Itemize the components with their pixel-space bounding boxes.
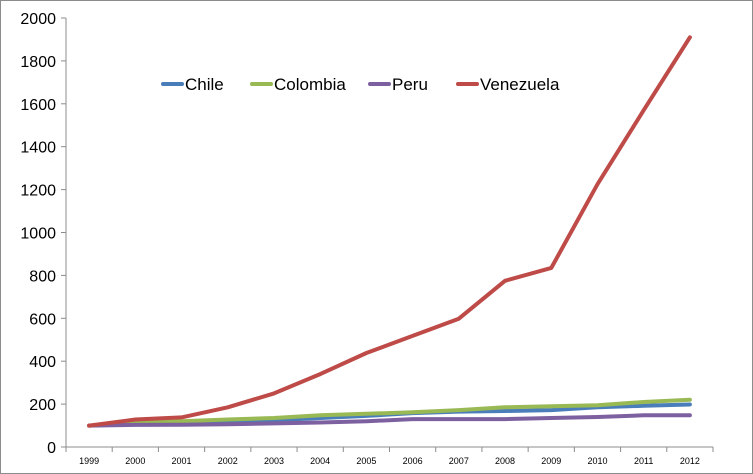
legend-label-peru: Peru [392,75,428,94]
y-tick-label: 1600 [20,97,56,114]
legend: Chile Colombia Peru Venezuela [161,75,560,94]
series-line-colombia [87,397,692,428]
legend-label-venezuela: Venezuela [480,75,560,94]
y-tick-label: 800 [29,268,56,285]
series-line-peru [87,413,692,428]
y-tick-label: 1000 [20,226,56,243]
series-lines [87,35,692,428]
legend-label-chile: Chile [185,75,224,94]
x-tick-label: 2012 [680,456,700,466]
x-tick-label: 2011 [634,456,653,466]
y-tick-label: 200 [29,397,56,414]
x-tick-label: 2005 [356,456,376,466]
y-tick-label: 400 [29,354,56,371]
x-tick-label: 2010 [587,456,607,466]
y-tick-labels: 0 200 400 600 800 1000 1200 1400 1600 1800 2000 [20,11,56,457]
x-tick-labels: 1999 2000 2001 2002 2003 2004 2005 2006 2007 2008… [79,456,700,466]
x-tick-label: 2007 [449,456,469,466]
x-tick-label: 2002 [218,456,238,466]
x-tick-label: 2001 [172,456,192,466]
y-tick-label: 600 [29,311,56,328]
y-tick-label: 1200 [20,183,56,200]
legend-label-colombia: Colombia [274,75,346,94]
x-tick-label: 2000 [125,456,145,466]
x-tick-label: 1999 [79,456,99,466]
y-tick-label: 1800 [20,54,56,71]
x-tick-label: 2006 [403,456,423,466]
series-line-venezuela [87,35,692,428]
x-tick-label: 2009 [541,456,561,466]
y-tick-label: 0 [47,440,56,457]
y-tick-label: 2000 [20,11,56,28]
x-tick-label: 2003 [264,456,284,466]
x-tick-label: 2008 [495,456,515,466]
y-tick-label: 1400 [20,140,56,157]
x-tick-label: 2004 [310,456,330,466]
axes [61,17,714,452]
